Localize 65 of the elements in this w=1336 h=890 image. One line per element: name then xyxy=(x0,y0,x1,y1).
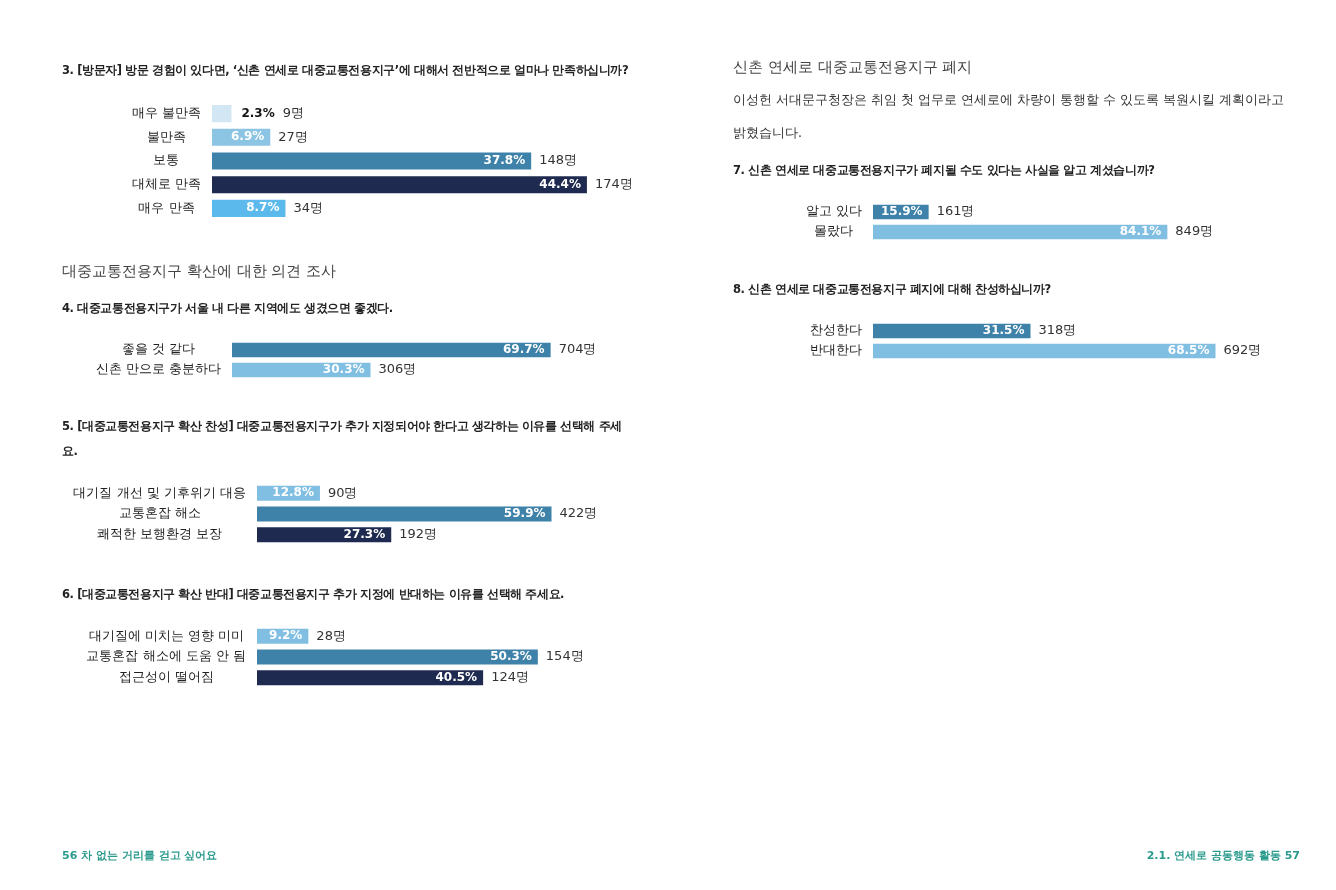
chart-title: 4. 대중교통전용지구가 서울 내 다른 지역에도 생겼으면 좋겠다. xyxy=(62,300,394,317)
text: 대중교통전용지구 확산에 대한 의견 조사 xyxy=(62,262,338,281)
data-label: 50.3% xyxy=(490,649,532,664)
chart-title: 3. [방문자] 방문 경험이 있다면, ‘신촌 연세로 대중교통전용지구’에 대해서 전반적으로 얼마나 만족하십니까? xyxy=(62,62,630,79)
data-label: 31.5% xyxy=(982,323,1025,338)
data-label: 69.7% xyxy=(502,342,545,357)
text: 849명 xyxy=(1175,223,1214,239)
y-tick-label: 좋을 것 같다 xyxy=(121,341,195,357)
text: 174명 xyxy=(594,176,633,192)
text: 56 차 없는 거리를 걷고 싶어요 xyxy=(62,848,219,863)
y-tick-label: 반대한다 xyxy=(810,342,862,358)
text: 422명 xyxy=(559,505,598,521)
text: 692명 xyxy=(1223,342,1262,358)
data-label: 44.4% xyxy=(539,176,581,191)
y-tick-label: 교통혼잡 해소에 도움 안 됨 xyxy=(86,648,246,664)
y-tick-label: 대기질에 미치는 영향 미미 xyxy=(88,627,244,643)
text: 704명 xyxy=(558,341,597,357)
annotation: 9명 xyxy=(282,105,304,121)
data-label: 6.9% xyxy=(230,129,265,144)
data-label: 15.9% xyxy=(881,204,923,219)
y-tick-label: 신촌 만으로 충분하다 xyxy=(95,361,221,377)
y-tick-label: 대기질 개선 및 기후위기 대응 xyxy=(73,484,246,500)
annotation: 148명 xyxy=(539,152,578,168)
y-tick-label: 몰랐다 xyxy=(814,223,854,239)
data-label: 37.8% xyxy=(483,153,526,168)
y-tick-label: 접근성이 떨어짐 xyxy=(118,669,214,685)
bar xyxy=(212,176,587,194)
data-label: 84.1% xyxy=(1119,224,1162,239)
annotation: 318명 xyxy=(1038,322,1077,338)
data-label: 27.3% xyxy=(343,526,386,541)
annotation: 28명 xyxy=(316,627,346,643)
y-tick-label: 불만족 xyxy=(146,128,186,144)
y-tick-label: 찬성한다 xyxy=(810,322,862,338)
annotation: 192명 xyxy=(399,526,438,542)
annotation: 27명 xyxy=(278,128,308,144)
annotation: 90명 xyxy=(327,484,358,500)
annotation: 306명 xyxy=(378,361,417,377)
y-tick-label: 매우 불만족 xyxy=(131,105,201,121)
chart-title: 6. [대중교통전용지구 확산 반대] 대중교통전용지구 추가 지정에 반대하는 이유를 선택해 주세요. xyxy=(62,586,566,603)
annotation: 34명 xyxy=(293,199,324,215)
y-tick-label: 알고 있다 xyxy=(805,203,862,219)
y-tick-label: 교통혼잡 해소 xyxy=(118,505,201,521)
data-label: 2.3% xyxy=(241,105,275,120)
bar xyxy=(212,105,232,123)
data-label: 68.5% xyxy=(1167,343,1210,358)
text: 154명 xyxy=(545,648,584,664)
y-tick-label: 쾌적한 보행환경 보장 xyxy=(97,526,223,542)
data-label: 9.2% xyxy=(269,628,303,643)
text: 2.1. 연세로 공동행동 활동 57 xyxy=(1145,848,1300,863)
data-label: 12.8% xyxy=(272,485,314,500)
bar xyxy=(212,152,532,170)
chart-title: 7. 신촌 연세로 대중교통전용지구가 폐지될 수도 있다는 사실을 알고 계셨습니까? xyxy=(733,162,1156,179)
data-label: 59.9% xyxy=(503,506,546,521)
data-label: 40.5% xyxy=(435,669,478,684)
data-label: 30.3% xyxy=(322,362,365,377)
y-tick-label: 매우 만족 xyxy=(138,199,195,215)
y-tick-label: 보통 xyxy=(153,152,180,168)
annotation: 161명 xyxy=(936,203,975,219)
text: 이성헌 서대문구청장은 취임 첫 업무로 연세로에 차량이 통행할 수 있도록 복원시킬 계획이라고 밝혔습니다. xyxy=(733,92,1284,140)
text: 신촌 연세로 대중교통전용지구 폐지 xyxy=(733,58,974,77)
chart-title: 8. 신촌 연세로 대중교통전용지구 폐지에 대해 찬성하십니까? xyxy=(733,281,1052,298)
data-label: 8.7% xyxy=(246,200,280,215)
y-tick-label: 대체로 만족 xyxy=(131,176,201,192)
chart-title: 5. [대중교통전용지구 확산 찬성] 대중교통전용지구가 추가 지정되어야 한다고 생각하는 이유를 선택해 주세요. xyxy=(62,418,622,460)
annotation: 124명 xyxy=(491,669,529,685)
